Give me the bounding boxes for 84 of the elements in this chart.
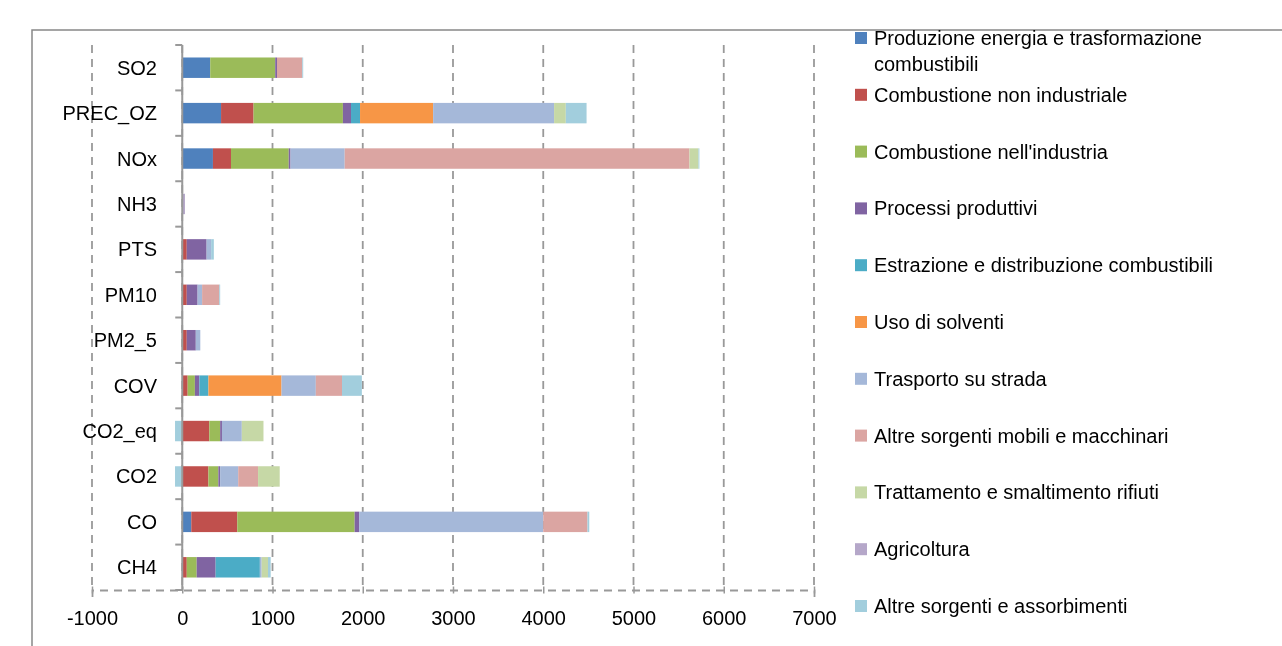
x-tick-label: -1000	[66, 607, 119, 630]
y-tick-label: CO2_eq	[82, 420, 157, 444]
bar	[241, 420, 264, 442]
bar	[543, 511, 588, 533]
x-tick-label: 7000	[792, 607, 837, 630]
x-tick-label: 3000	[431, 607, 476, 630]
bar	[221, 420, 242, 442]
bar	[209, 420, 221, 442]
bar	[186, 329, 196, 351]
bar	[261, 557, 268, 578]
legend-label: Trattamento e smaltimento rifiuti	[874, 481, 1159, 504]
bar	[199, 375, 209, 396]
bar	[196, 557, 216, 578]
legend-label: Processi produttivi	[874, 197, 1038, 220]
bar	[202, 284, 220, 306]
legend-label: Agricoltura	[874, 538, 971, 561]
legend-label: Trasporto su strada	[874, 367, 1048, 390]
bar	[359, 511, 544, 533]
y-tick-label: CH4	[116, 556, 157, 579]
y-tick-label: NOx	[117, 147, 157, 170]
bar	[341, 375, 362, 396]
bar	[210, 57, 276, 78]
bar	[344, 148, 690, 169]
x-tick-label: 0	[177, 607, 189, 630]
y-tick-label: CO	[127, 510, 157, 533]
bar	[215, 557, 260, 578]
bar	[221, 102, 254, 124]
bar	[689, 148, 699, 169]
bar	[230, 148, 289, 169]
bar	[433, 102, 555, 124]
bar	[182, 420, 210, 442]
y-tick-label: NH3	[116, 192, 157, 215]
bar	[220, 466, 239, 487]
y-tick-label: SO2	[116, 56, 157, 79]
bar	[258, 466, 280, 487]
x-tick-label: 1000	[250, 607, 296, 630]
bar	[206, 239, 212, 260]
bar	[186, 284, 198, 306]
y-tick-label: PM2_5	[93, 329, 157, 353]
bar	[187, 375, 195, 396]
bar	[182, 466, 209, 487]
legend-label: Produzione energia e trasformazione combustibili	[874, 27, 1202, 75]
legend-label: Estrazione e distribuzione combustibili	[874, 254, 1214, 277]
bar	[351, 102, 361, 124]
bar	[194, 375, 200, 396]
bar	[238, 466, 259, 487]
bar	[290, 148, 345, 169]
bar	[342, 102, 352, 124]
bar	[237, 511, 355, 533]
bar	[554, 102, 566, 124]
x-tick-label: 2000	[341, 607, 386, 630]
y-tick-label: PM10	[104, 283, 157, 306]
bar	[565, 102, 587, 124]
bar	[208, 466, 219, 487]
bar	[182, 239, 187, 260]
bar	[212, 148, 231, 169]
bar	[182, 57, 211, 78]
bar	[182, 375, 188, 396]
bar	[211, 239, 214, 260]
legend-label: Altre sorgenti e assorbimenti	[874, 595, 1128, 617]
y-tick-label: PREC_OZ	[62, 102, 157, 126]
bar	[253, 102, 343, 124]
x-tick-label: 6000	[702, 607, 747, 630]
legend-label: Uso di solventi	[874, 311, 1005, 333]
bar	[208, 375, 282, 396]
bar	[182, 148, 213, 169]
bar	[186, 557, 197, 578]
bar	[360, 102, 434, 124]
bar	[281, 375, 316, 396]
legend-label: Altre sorgenti mobili e macchinari	[874, 424, 1169, 447]
bar	[186, 239, 207, 260]
bar	[182, 557, 187, 578]
x-tick-label: 5000	[611, 607, 657, 630]
bar	[315, 375, 342, 396]
y-tick-label: CO2	[115, 465, 157, 488]
bar	[182, 102, 222, 124]
y-tick-label: PTS	[118, 238, 157, 261]
legend-label: Combustione nell'industria	[874, 140, 1109, 163]
x-tick-label: 4000	[521, 607, 566, 630]
bar	[277, 57, 303, 78]
bar	[267, 557, 271, 578]
y-tick-label: COV	[113, 374, 158, 397]
legend-label: Combustione non industriale	[874, 83, 1128, 106]
bar	[191, 511, 238, 533]
